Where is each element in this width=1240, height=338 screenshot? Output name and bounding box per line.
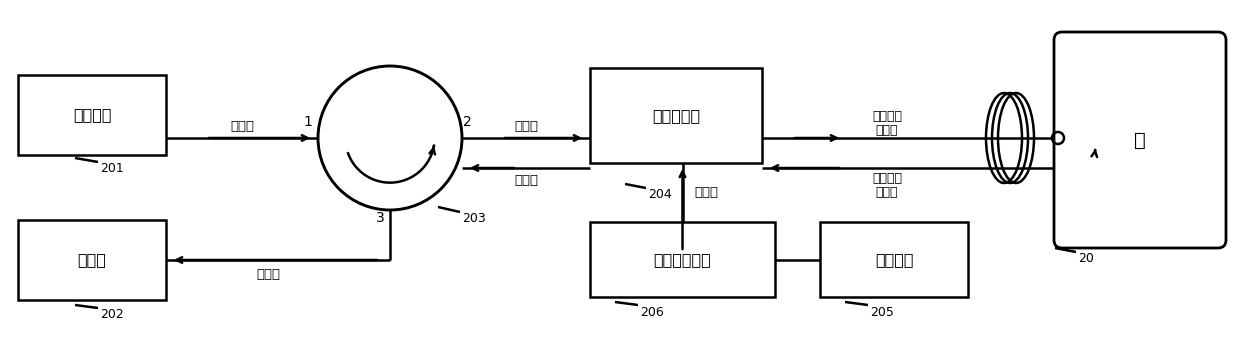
Bar: [590, 68, 763, 163]
Text: 202: 202: [100, 309, 124, 321]
Text: 探测光: 探测光: [515, 173, 538, 187]
Bar: [820, 222, 968, 297]
Text: 泵浦光源: 泵浦光源: [874, 252, 913, 267]
Text: 204: 204: [649, 189, 672, 201]
Text: 205: 205: [870, 306, 894, 318]
Text: 3: 3: [376, 211, 384, 225]
Text: 201: 201: [100, 162, 124, 174]
Bar: [19, 220, 166, 300]
Text: 203: 203: [463, 212, 486, 224]
Text: 20: 20: [1078, 251, 1094, 265]
Text: 探测光、: 探测光、: [872, 110, 901, 122]
Text: 加热光: 加热光: [875, 186, 898, 198]
Text: 光谱仪: 光谱仪: [78, 252, 107, 267]
Text: 探测光: 探测光: [515, 120, 538, 132]
FancyBboxPatch shape: [1054, 32, 1226, 248]
Bar: [19, 75, 166, 155]
Text: 探测光: 探测光: [255, 267, 280, 281]
Text: 2: 2: [463, 115, 471, 129]
Text: 探测光: 探测光: [229, 120, 254, 132]
Text: 宽带光源: 宽带光源: [73, 107, 112, 122]
Text: 波分复用器: 波分复用器: [652, 108, 701, 123]
Text: 探测光、: 探测光、: [872, 171, 901, 185]
Text: 可调谐衰减器: 可调谐衰减器: [653, 252, 712, 267]
Bar: [590, 222, 775, 297]
Text: 206: 206: [640, 306, 663, 318]
Text: 1: 1: [304, 115, 312, 129]
Text: 加热光: 加热光: [694, 186, 718, 198]
Text: 水: 水: [1135, 130, 1146, 149]
Text: 加热光: 加热光: [875, 123, 898, 137]
